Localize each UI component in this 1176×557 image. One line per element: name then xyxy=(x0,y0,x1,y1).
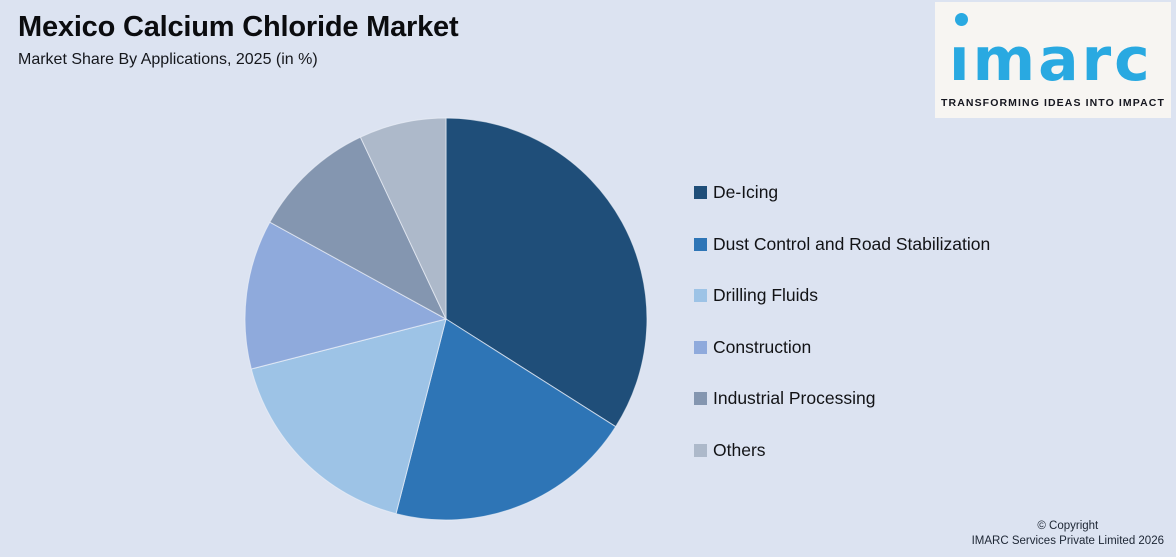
legend-swatch-icon xyxy=(694,289,707,303)
legend-label: Industrial Processing xyxy=(713,388,876,409)
legend-swatch-icon xyxy=(694,340,707,354)
copyright-line2: IMARC Services Private Limited 2026 xyxy=(971,535,1164,548)
pie-slice-dust-control-and-road-stabilization xyxy=(395,318,617,521)
legend-item-dust-control-and-road-stabilization: Dust Control and Road Stabilization xyxy=(694,219,990,271)
pie-slice-de-icing xyxy=(445,117,648,428)
pie-slice-industrial-processing xyxy=(269,136,448,321)
legend-label: Others xyxy=(713,439,766,460)
legend-label: Construction xyxy=(713,336,812,357)
legend-swatch-icon xyxy=(694,237,707,251)
imarc-logo-wordmark: ımarc xyxy=(949,25,1153,95)
page-subtitle: Market Share By Applications, 2025 (in %… xyxy=(18,50,318,68)
imarc-logo-dot-icon xyxy=(955,13,968,26)
legend-item-industrial-processing: Industrial Processing xyxy=(694,373,990,425)
imarc-logo-tagline: TRANSFORMING IDEAS INTO IMPACT xyxy=(941,97,1165,109)
header: Mexico Calcium Chloride Market Market Sh… xyxy=(18,10,459,69)
page-title: Mexico Calcium Chloride Market xyxy=(18,11,459,43)
copyright-line1: © Copyright xyxy=(1037,520,1099,533)
legend-item-drilling-fluids: Drilling Fluids xyxy=(694,270,990,322)
copyright-notice: © Copyright IMARC Services Private Limit… xyxy=(972,519,1164,549)
legend-item-de-icing: De-Icing xyxy=(694,167,990,219)
imarc-logo: ımarc TRANSFORMING IDEAS INTO IMPACT xyxy=(935,2,1171,118)
legend-swatch-icon xyxy=(694,186,707,200)
pie-slice-construction xyxy=(244,221,448,370)
pie-slice-others xyxy=(359,117,447,320)
legend-item-construction: Construction xyxy=(694,322,990,374)
legend-label: De-Icing xyxy=(713,182,779,203)
pie-slice-drilling-fluids xyxy=(250,318,447,515)
legend-swatch-icon xyxy=(694,443,707,457)
legend-label: Dust Control and Road Stabilization xyxy=(713,233,991,254)
legend-label: Drilling Fluids xyxy=(713,285,819,306)
chart-legend: De-Icing Dust Control and Road Stabilizat… xyxy=(694,167,990,476)
legend-swatch-icon xyxy=(694,392,707,406)
pie-chart-svg xyxy=(244,117,648,521)
pie-chart xyxy=(243,116,649,527)
legend-item-others: Others xyxy=(694,425,990,477)
